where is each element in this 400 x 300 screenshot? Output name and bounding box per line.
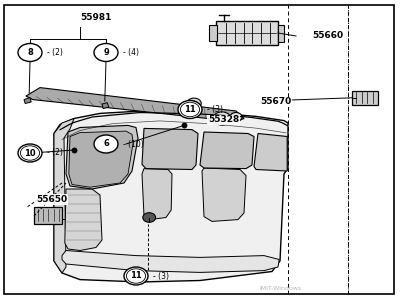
Text: iMiT-Windows: iMiT-Windows [259,286,301,290]
Bar [216,21,278,45]
Circle shape [124,267,148,285]
Polygon shape [142,128,198,170]
Polygon shape [24,98,31,103]
Polygon shape [102,103,109,109]
Text: 6: 6 [103,140,109,148]
Text: 55650: 55650 [36,195,67,204]
Circle shape [191,101,197,106]
Text: - (3): - (3) [207,105,223,114]
Circle shape [20,146,40,160]
Polygon shape [54,118,74,273]
Text: 55670: 55670 [260,98,291,106]
Circle shape [213,112,231,125]
Text: 9: 9 [103,48,109,57]
Circle shape [18,144,42,162]
Circle shape [180,102,200,117]
Text: 11: 11 [184,105,196,114]
Circle shape [218,116,226,122]
Text: 55660: 55660 [312,32,343,40]
Text: 55981: 55981 [80,14,111,22]
Bar [352,91,378,105]
Circle shape [187,98,201,109]
Bar [34,207,62,224]
Text: 10: 10 [24,148,36,158]
Bar [209,26,217,40]
Polygon shape [65,189,102,250]
Polygon shape [254,134,287,171]
Text: - (4): - (4) [123,48,139,57]
Text: - (2): - (2) [47,148,63,158]
Polygon shape [202,168,246,221]
Text: - (3): - (3) [153,272,169,280]
Polygon shape [62,250,279,272]
Circle shape [126,269,146,283]
Text: 55328: 55328 [208,116,239,124]
Polygon shape [69,131,133,187]
Circle shape [143,213,156,222]
Text: - (10): - (10) [123,140,144,148]
Polygon shape [66,125,138,189]
Text: - (2): - (2) [47,48,63,57]
Polygon shape [26,88,244,122]
Circle shape [94,44,118,62]
Circle shape [94,135,118,153]
Bar [278,26,284,42]
Circle shape [178,100,202,118]
Circle shape [230,112,242,122]
Circle shape [18,44,42,62]
Text: 11: 11 [130,272,142,280]
Polygon shape [200,132,254,169]
Polygon shape [54,110,288,282]
Text: 8: 8 [27,48,33,57]
Polygon shape [142,169,172,220]
